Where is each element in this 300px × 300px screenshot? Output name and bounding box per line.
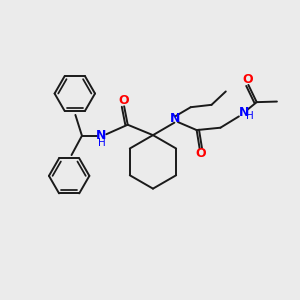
- Text: N: N: [96, 129, 107, 142]
- Text: O: O: [242, 73, 253, 86]
- Text: O: O: [195, 147, 206, 161]
- Text: H: H: [98, 138, 105, 148]
- Text: H: H: [246, 111, 254, 122]
- Text: O: O: [119, 94, 130, 107]
- Text: N: N: [238, 106, 249, 119]
- Text: N: N: [170, 112, 181, 125]
